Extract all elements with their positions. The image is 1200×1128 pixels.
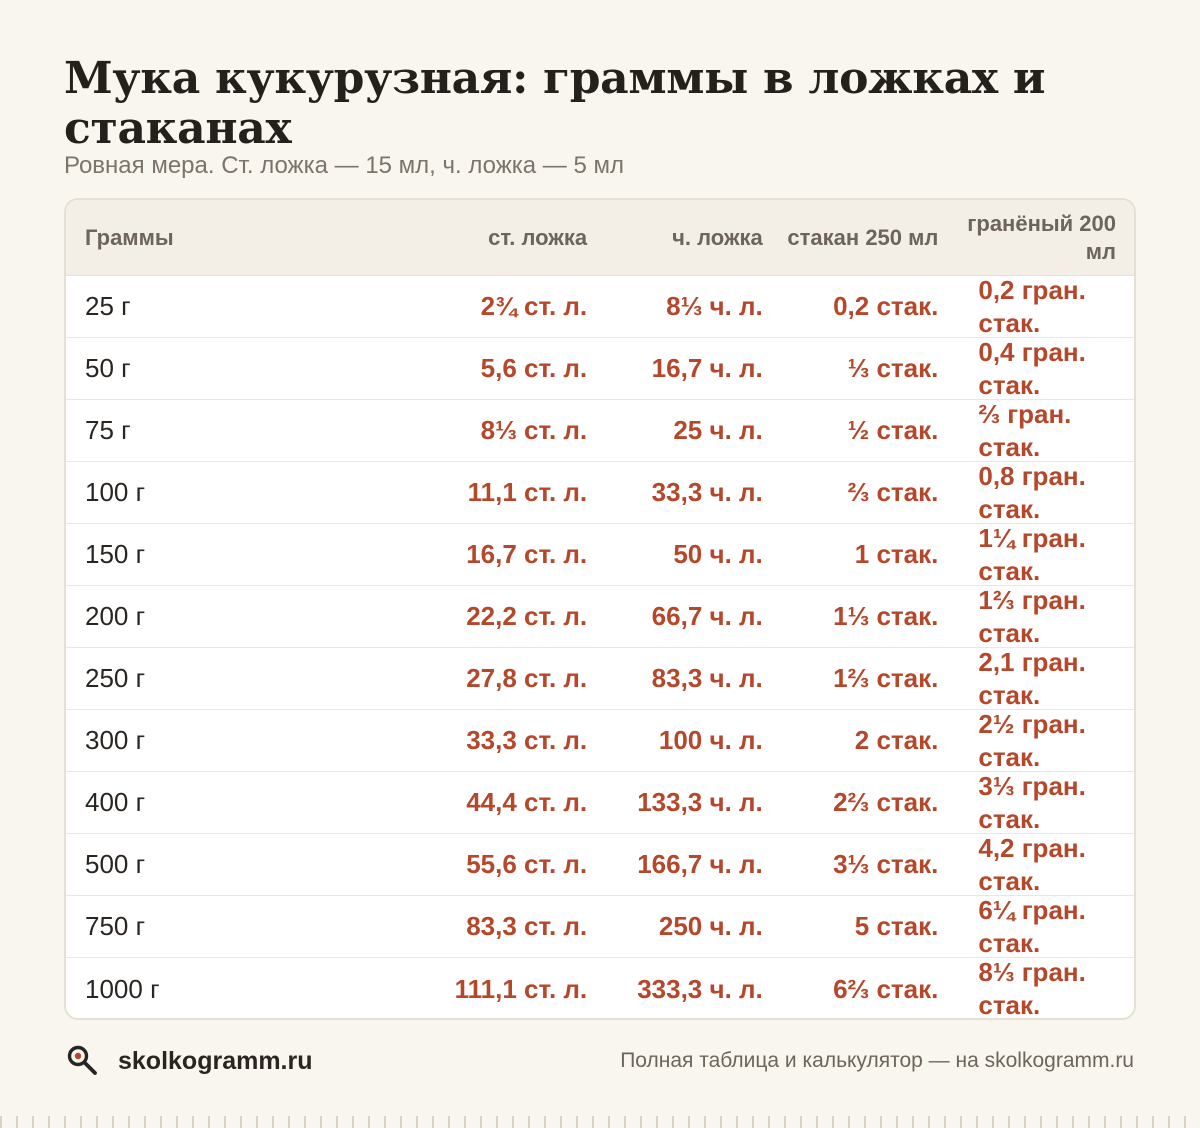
table-row: 50 г 5,6 ст. л. 16,7 ч. л. ⅓ стак. 0,4 гран.… (66, 336, 1134, 400)
footer-note: Полная таблица и калькулятор — на skolko… (620, 1049, 1134, 1072)
faceted-glass-cell: 4,2 гран. стак. (978, 832, 1086, 896)
tablespoon-cell: 33,3 ст. л. (466, 725, 588, 755)
footer-brand[interactable]: skolkogramm.ru (64, 1042, 313, 1080)
cup-250-cell: 1⅔ стак. (833, 663, 939, 693)
cup-250-cell: 5 стак. (854, 911, 939, 941)
teaspoon-cell: 333,3 ч. л. (637, 973, 763, 1004)
grams-cell: 500 г (85, 849, 146, 879)
faceted-glass-cell: 2,1 гран. стак. (978, 646, 1086, 710)
magnifier-icon (67, 1045, 97, 1075)
faceted-glass-cell: 1⅔ гран. стак. (978, 584, 1086, 648)
table-row: 25 г 2¾ ст. л. 8⅓ ч. л. 0,2 стак. 0,2 гран. … (66, 274, 1134, 338)
cup-250-cell: ⅔ стак. (847, 477, 939, 507)
cup-250-cell: ⅓ стак. (847, 353, 939, 383)
table-row: 75 г 8⅓ ст. л. 25 ч. л. ½ стак. ⅔ гран. стак… (66, 398, 1134, 462)
teaspoon-cell: 50 ч. л. (673, 539, 763, 569)
table-row: 1000 г 111,1 ст. л. 333,3 ч. л. 6⅔ стак. 8⅓ … (66, 957, 1134, 1020)
tablespoon-cell: 27,8 ст. л. (466, 663, 588, 693)
teaspoon-cell: 25 ч. л. (673, 415, 763, 445)
teaspoon-cell: 33,3 ч. л. (651, 477, 763, 507)
faceted-glass-cell: 1¼ гран. стак. (978, 522, 1086, 586)
faceted-glass-cell: ⅔ гран. стак. (978, 398, 1072, 462)
table-row: 500 г 55,6 ст. л. 166,7 ч. л. 3⅓ стак. 4,2 г… (66, 832, 1134, 896)
teaspoon-cell: 100 ч. л. (658, 725, 763, 755)
grams-cell: 250 г (85, 663, 146, 693)
faceted-glass-cell: 8⅓ гран. стак. (978, 957, 1086, 1020)
tablespoon-cell: 111,1 ст. л. (454, 973, 588, 1004)
grams-cell: 300 г (85, 725, 146, 755)
grams-cell: 100 г (85, 477, 146, 507)
cup-250-cell: ½ стак. (847, 415, 939, 445)
tablespoon-cell: 44,4 ст. л. (466, 787, 588, 817)
tablespoon-cell: 22,2 ст. л. (466, 601, 588, 631)
conversion-table: Граммы ст. ложка ч. ложка стакан 250 мл … (64, 198, 1136, 1020)
tablespoon-cell: 5,6 ст. л. (480, 353, 588, 383)
header-faceted-glass-200: гранёный 200 мл (967, 210, 1116, 264)
tablespoon-cell: 8⅓ ст. л. (480, 415, 588, 445)
header-tablespoon: ст. ложка (488, 224, 588, 250)
cup-250-cell: 0,2 стак. (833, 291, 939, 321)
table-row: 200 г 22,2 ст. л. 66,7 ч. л. 1⅓ стак. 1⅔ гра… (66, 584, 1134, 648)
faceted-glass-cell: 2½ гран. стак. (978, 708, 1086, 772)
grams-cell: 750 г (85, 911, 146, 941)
table-row: 250 г 27,8 ст. л. 83,3 ч. л. 1⅔ стак. 2,1 гр… (66, 646, 1134, 710)
cup-250-cell: 6⅔ стак. (833, 973, 939, 1004)
grams-cell: 400 г (85, 787, 146, 817)
table-row: 150 г 16,7 ст. л. 50 ч. л. 1 стак. 1¼ гран. … (66, 522, 1134, 586)
tablespoon-cell: 11,1 ст. л. (467, 477, 588, 507)
ruler-decoration (0, 1108, 1200, 1128)
table-row: 750 г 83,3 ст. л. 250 ч. л. 5 стак. 6¼ гран.… (66, 894, 1134, 958)
cup-250-cell: 2⅔ стак. (833, 787, 939, 817)
grams-cell: 75 г (85, 415, 131, 445)
site-name: skolkogramm.ru (118, 1046, 313, 1075)
tablespoon-cell: 83,3 ст. л. (466, 911, 588, 941)
cup-250-cell: 1 стак. (854, 539, 939, 569)
faceted-glass-cell: 0,4 гран. стак. (978, 336, 1086, 400)
cup-250-cell: 2 стак. (854, 725, 939, 755)
header-teaspoon: ч. ложка (672, 224, 763, 250)
teaspoon-cell: 16,7 ч. л. (651, 353, 763, 383)
table-row: 400 г 44,4 ст. л. 133,3 ч. л. 2⅔ стак. 3⅓ гр… (66, 770, 1134, 834)
faceted-glass-cell: 0,2 гран. стак. (978, 274, 1086, 338)
teaspoon-cell: 133,3 ч. л. (637, 787, 763, 817)
cup-250-cell: 1⅓ стак. (833, 601, 939, 631)
faceted-glass-cell: 3⅓ гран. стак. (978, 770, 1086, 834)
table-row: 100 г 11,1 ст. л. 33,3 ч. л. ⅔ стак. 0,8 гра… (66, 460, 1134, 524)
tablespoon-cell: 16,7 ст. л. (466, 539, 588, 569)
faceted-glass-cell: 0,8 гран. стак. (978, 460, 1086, 524)
page-title: Мука кукурузная: граммы в ложках и стака… (64, 53, 1046, 154)
header-grams: Граммы (85, 224, 174, 250)
header-cup-250: стакан 250 мл (787, 224, 939, 250)
table-row: 300 г 33,3 ст. л. 100 ч. л. 2 стак. 2½ гран.… (66, 708, 1134, 772)
teaspoon-cell: 83,3 ч. л. (651, 663, 763, 693)
teaspoon-cell: 8⅓ ч. л. (666, 291, 763, 321)
grams-cell: 25 г (85, 291, 131, 321)
teaspoon-cell: 250 ч. л. (658, 911, 763, 941)
page-subtitle: Ровная мера. Ст. ложка — 15 мл, ч. ложка… (64, 152, 624, 179)
table-header: Граммы ст. ложка ч. ложка стакан 250 мл … (66, 200, 1134, 276)
tablespoon-cell: 2¾ ст. л. (480, 291, 588, 321)
grams-cell: 200 г (85, 601, 146, 631)
teaspoon-cell: 66,7 ч. л. (651, 601, 763, 631)
grams-cell: 1000 г (85, 973, 160, 1004)
grams-cell: 150 г (85, 539, 146, 569)
tablespoon-cell: 55,6 ст. л. (466, 849, 588, 879)
grams-cell: 50 г (85, 353, 131, 383)
table-body: 25 г 2¾ ст. л. 8⅓ ч. л. 0,2 стак. 0,2 гран. … (66, 274, 1134, 1020)
cup-250-cell: 3⅓ стак. (833, 849, 939, 879)
teaspoon-cell: 166,7 ч. л. (637, 849, 763, 879)
faceted-glass-cell: 6¼ гран. стак. (978, 894, 1086, 958)
